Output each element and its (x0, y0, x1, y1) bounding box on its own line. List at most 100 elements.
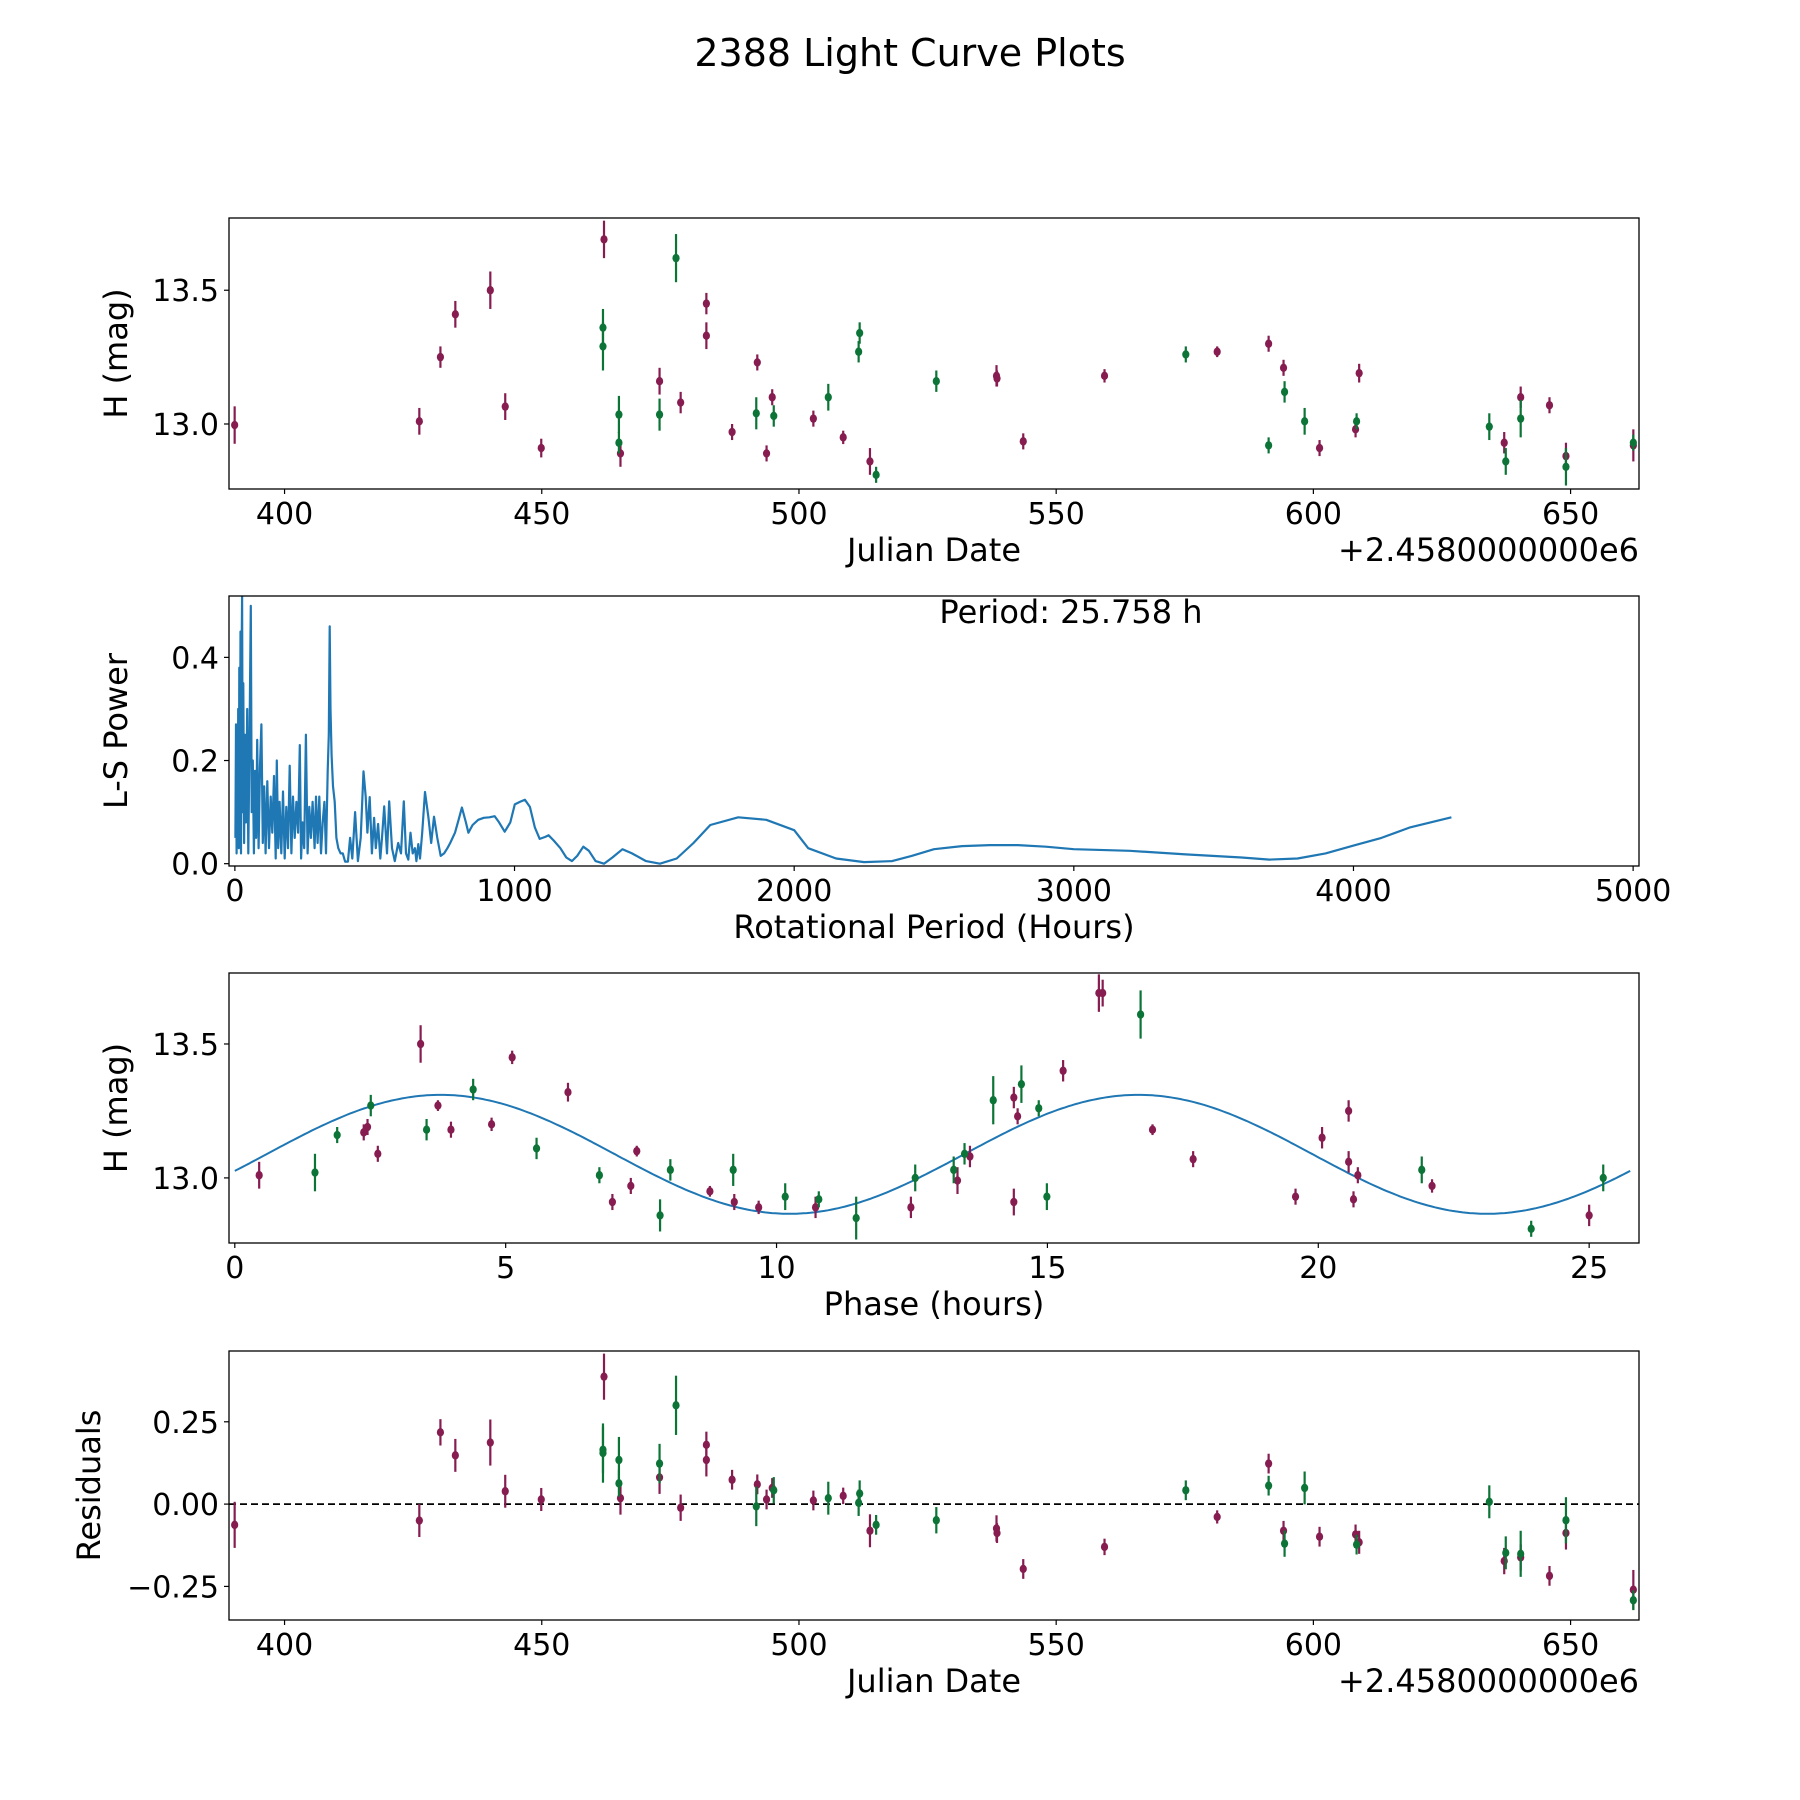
data-point (866, 448, 874, 475)
data-point (501, 393, 509, 420)
data-point (451, 300, 459, 328)
data-point (1100, 369, 1109, 383)
point-marker (911, 1173, 919, 1183)
data-point (417, 1025, 425, 1063)
data-point (363, 1118, 372, 1136)
point-marker (993, 374, 1001, 383)
point-marker (363, 1122, 372, 1132)
x-tick-label: 550 (1028, 1628, 1085, 1663)
data-point (809, 1490, 817, 1511)
point-marker (762, 1495, 771, 1504)
data-point (966, 1145, 974, 1168)
point-marker (1500, 438, 1508, 447)
x-tick-label: 5000 (1595, 874, 1671, 909)
point-marker (451, 310, 459, 319)
point-marker (753, 358, 761, 367)
data-point (1485, 413, 1493, 441)
point-marker (1148, 1125, 1157, 1134)
data-point (824, 383, 832, 411)
data-point (655, 1443, 664, 1484)
point-marker (1345, 1157, 1353, 1167)
data-point (1349, 1191, 1358, 1208)
data-point (1265, 437, 1273, 454)
point-marker (1189, 1154, 1197, 1164)
point-marker (1545, 401, 1554, 410)
point-marker (1017, 1079, 1026, 1089)
axes-frame (228, 972, 1640, 1244)
x-tick-label: 1000 (476, 874, 552, 909)
plot-area (231, 220, 1637, 486)
data-point (872, 1514, 880, 1535)
point-marker (1100, 1542, 1109, 1552)
point-marker (1345, 1106, 1353, 1116)
point-marker (600, 1372, 608, 1381)
x-tick-label: 450 (513, 497, 570, 532)
point-marker (311, 1168, 319, 1177)
x-tick-label: 20 (1299, 1251, 1337, 1286)
point-marker (824, 1493, 832, 1503)
model-fit-curve (234, 1093, 1631, 1215)
data-point (729, 1153, 737, 1186)
x-offset-text: +2.4580000000e6 (1338, 531, 1639, 569)
point-marker (1502, 1548, 1510, 1558)
data-point (932, 1507, 940, 1534)
point-marker (1355, 368, 1363, 378)
data-point (1354, 1167, 1362, 1184)
point-marker (434, 1101, 442, 1110)
point-marker (770, 411, 778, 421)
data-point (770, 405, 778, 427)
data-point (231, 406, 239, 444)
point-marker (1352, 417, 1361, 426)
figure-title: 2388 Light Curve Plots (694, 31, 1125, 75)
data-point (1010, 1188, 1018, 1216)
data-point (434, 1100, 442, 1111)
data-point (1280, 1530, 1289, 1557)
point-marker (1280, 1539, 1289, 1548)
data-point (1562, 1497, 1570, 1544)
point-marker (1043, 1192, 1051, 1201)
point-marker (537, 1495, 545, 1504)
point-marker (564, 1087, 572, 1097)
point-marker (1418, 1165, 1426, 1175)
y-tick-label: 0.0 (171, 848, 219, 883)
data-point (781, 1183, 789, 1211)
x-tick-label: 0 (225, 1251, 244, 1286)
point-marker (1279, 363, 1288, 373)
point-marker (1517, 414, 1525, 423)
point-marker (1265, 441, 1273, 450)
residuals-panel: 400 450 500 550 600 650 −0.25 0.00 0.25 Julian Da… (70, 1350, 1640, 1700)
point-marker (501, 1487, 509, 1496)
data-point (752, 397, 760, 430)
x-axis-label: Rotational Period (Hours) (733, 908, 1134, 946)
data-point (1019, 433, 1027, 450)
point-marker (1059, 1066, 1067, 1075)
data-point (1345, 1151, 1353, 1173)
point-marker (417, 1039, 425, 1049)
plot-area (234, 974, 1631, 1240)
point-marker (1502, 457, 1510, 466)
data-point (1562, 448, 1570, 486)
data-point (1291, 1188, 1300, 1205)
point-marker (815, 1195, 823, 1204)
point-marker (811, 1203, 820, 1212)
data-point (666, 1159, 674, 1181)
data-point (960, 1143, 969, 1165)
point-marker (672, 253, 680, 263)
data-point (311, 1153, 319, 1192)
point-marker (655, 1459, 664, 1468)
point-marker (1349, 1195, 1358, 1204)
periodogram-line (234, 596, 1452, 865)
data-point (677, 1494, 685, 1521)
point-marker (966, 1152, 974, 1161)
point-marker (1265, 339, 1273, 348)
data-point (537, 438, 545, 458)
data-point (486, 1419, 494, 1466)
point-marker (1352, 1540, 1361, 1549)
point-marker (255, 1171, 263, 1180)
point-marker (752, 409, 760, 418)
axes-frame (228, 217, 1640, 490)
data-point (762, 1489, 771, 1510)
point-marker (615, 410, 623, 419)
data-point (469, 1078, 477, 1101)
point-marker (702, 299, 710, 308)
